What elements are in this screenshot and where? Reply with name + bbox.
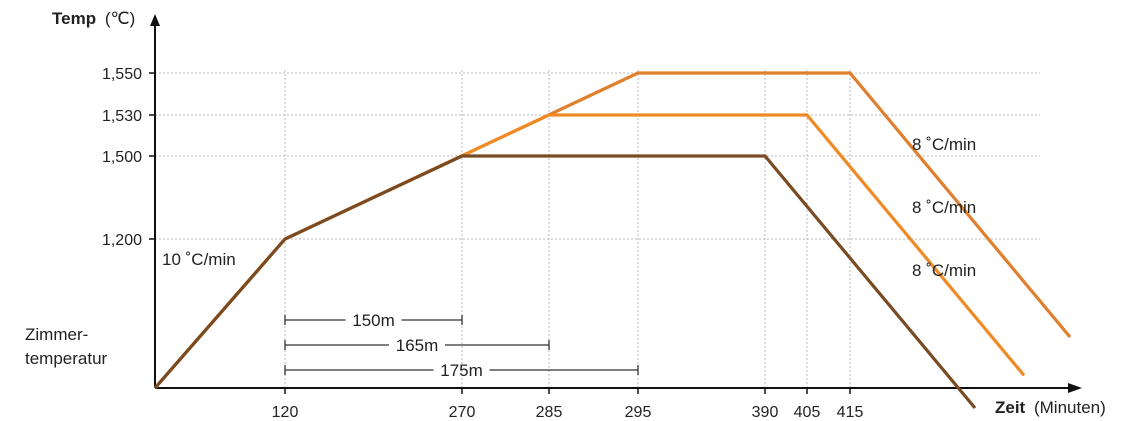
x-tick-label: 390: [752, 404, 779, 421]
x-tick-label: 295: [625, 404, 652, 421]
x-tick-label: 270: [449, 404, 476, 421]
x-tick-label: 285: [536, 404, 563, 421]
y-tick-label: 1,200: [102, 232, 142, 249]
series-line: [153, 154, 977, 410]
duration-label: 150m: [352, 311, 395, 330]
series-line: [153, 71, 1072, 390]
series-group: [153, 71, 1072, 410]
y-ticks: 1,200 1,500 1,530 1,550: [102, 66, 155, 249]
x-tick-label: 405: [794, 404, 821, 421]
cooling-rate-labels: 8 ˚C/min 8 ˚C/min 8 ˚C/min: [912, 135, 976, 280]
x-axis-label: Zeit (Minuten): [995, 398, 1106, 417]
y-tick-label: 1,500: [102, 149, 142, 166]
cooling-rate-label: 8 ˚C/min: [912, 261, 976, 280]
y-axis-label: Temp (℃): [52, 9, 135, 28]
y-axis-label-bold: Temp: [52, 9, 96, 28]
gridlines: [155, 70, 1040, 388]
duration-label: 165m: [396, 336, 439, 355]
x-ticks: 120 270 285 295 390 405 415: [272, 388, 864, 421]
x-axis-label-unit: (Minuten): [1034, 398, 1106, 417]
y-tick-label: 1,530: [102, 108, 142, 125]
duration-label: 175m: [440, 361, 483, 380]
y-axis-arrow: [150, 14, 160, 26]
cooling-rate-label: 8 ˚C/min: [912, 198, 976, 217]
x-tick-label: 415: [837, 404, 864, 421]
y-axis-label-unit: (℃): [105, 9, 135, 28]
x-tick-label: 120: [272, 404, 299, 421]
cooling-rate-label: 8 ˚C/min: [912, 135, 976, 154]
heating-rate-label: 10 ˚C/min: [162, 250, 236, 269]
x-axis-arrow: [1068, 383, 1082, 393]
room-temp-label-line1: Zimmer-: [25, 325, 88, 344]
x-axis-label-bold: Zeit: [995, 398, 1026, 417]
y-tick-label: 1,550: [102, 66, 142, 83]
room-temp-label-line2: temperatur: [25, 349, 108, 368]
